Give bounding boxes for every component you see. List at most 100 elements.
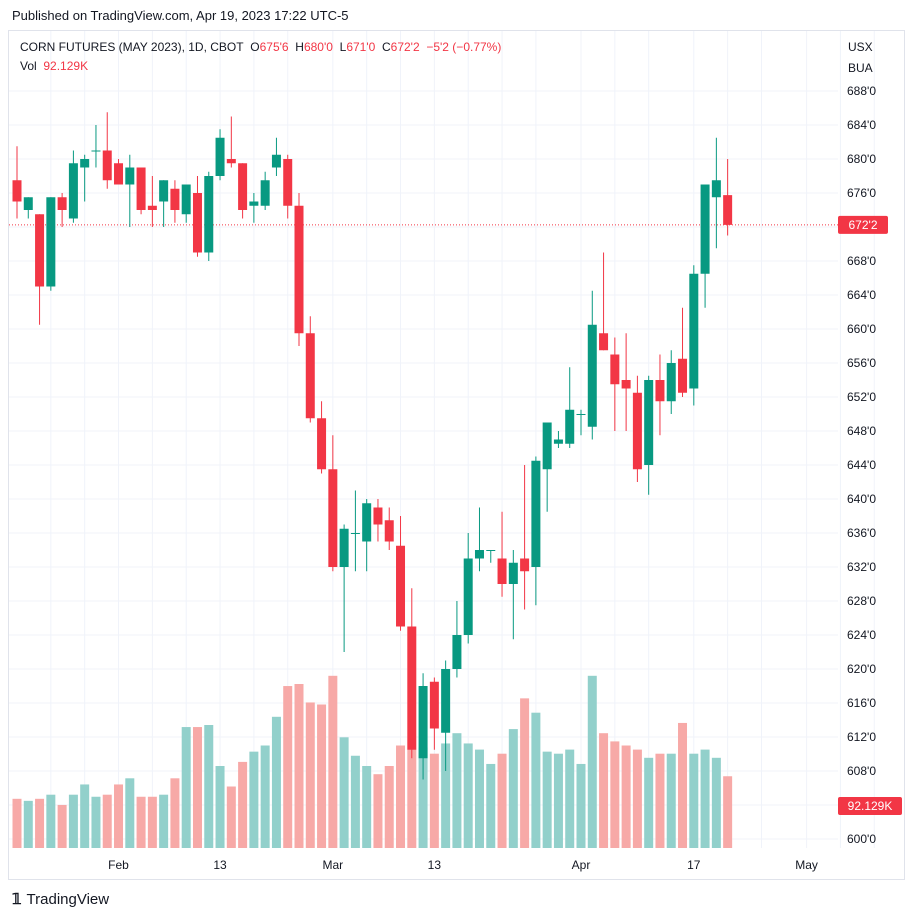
unit-label: BUA — [848, 61, 873, 75]
candle-body — [339, 528, 349, 567]
candle-body — [181, 184, 191, 215]
volume-bar — [80, 784, 90, 848]
price-tick-label: 640'0 — [847, 492, 876, 506]
volume-bar — [497, 753, 507, 848]
candle-body — [666, 363, 676, 402]
volume-bar — [271, 716, 281, 848]
candle-body — [700, 184, 710, 274]
candle-body — [271, 154, 281, 168]
price-tick-label: 668'0 — [847, 254, 876, 268]
price-tick-label: 644'0 — [847, 458, 876, 472]
last-price-tag — [838, 215, 888, 234]
legend-low-label: L — [339, 40, 347, 54]
volume-bar — [114, 784, 124, 848]
volume-bar — [520, 698, 530, 848]
candle-body — [396, 545, 406, 627]
candle-body — [91, 150, 101, 152]
price-tick-label: 688'0 — [847, 84, 876, 98]
candle-body — [644, 380, 654, 465]
candle-body — [565, 409, 575, 444]
candle-body — [599, 333, 609, 351]
volume-bar — [621, 745, 631, 848]
candle-body — [441, 669, 451, 733]
volume-bar — [238, 761, 248, 848]
volume-bar — [204, 725, 214, 848]
time-tick-label: May — [795, 858, 818, 872]
price-tick-label: 624'0 — [847, 628, 876, 642]
price-tick-label: 636'0 — [847, 526, 876, 540]
volume-bar — [373, 774, 383, 848]
volume-bar — [632, 749, 642, 848]
candle-body — [102, 150, 112, 181]
volume-bar — [192, 727, 202, 848]
volume-bar — [91, 796, 101, 848]
candle-body — [170, 188, 180, 210]
volume-bar — [350, 755, 360, 848]
candle-body — [125, 167, 135, 185]
volume-bar — [294, 684, 304, 848]
currency-label: USX — [848, 40, 873, 54]
legend-high-label: H — [295, 40, 304, 54]
candle-body — [362, 503, 372, 542]
legend-close-value: 672'2 — [390, 40, 420, 54]
candle-body — [407, 626, 417, 750]
candle-body — [621, 380, 631, 389]
candle-body — [531, 460, 541, 567]
price-tick-label: 616'0 — [847, 696, 876, 710]
volume-bar — [283, 686, 293, 848]
volume-bar — [226, 786, 236, 848]
volume-bar — [610, 741, 620, 848]
candle-body — [23, 197, 33, 210]
price-tick-label: 664'0 — [847, 288, 876, 302]
candle-body — [497, 558, 507, 584]
volume-bar — [215, 766, 225, 848]
candle-body — [159, 180, 169, 202]
volume-bar — [429, 753, 439, 848]
price-tick-label: 648'0 — [847, 424, 876, 438]
volume-bar — [339, 737, 349, 848]
volume-bar — [452, 733, 462, 848]
volume-bar — [486, 763, 496, 848]
volume-bar — [474, 749, 484, 848]
price-tick-label: 608'0 — [847, 764, 876, 778]
volume-bar — [396, 745, 406, 848]
volume-bar — [384, 766, 394, 848]
candle-body — [553, 439, 563, 444]
candle-body — [204, 176, 214, 253]
candle-body — [474, 550, 484, 559]
candle-body — [678, 358, 688, 393]
candle-body — [576, 414, 586, 415]
volume-bar — [23, 800, 33, 848]
volume-bar — [655, 753, 665, 848]
volume-bar — [159, 794, 169, 848]
volume-bar — [531, 712, 541, 848]
candle-body — [283, 159, 293, 206]
candle-body — [508, 562, 518, 584]
price-tick-label: 632'0 — [847, 560, 876, 574]
volume-bar — [418, 747, 428, 848]
volume-bar — [599, 733, 609, 848]
legend-ohlc: CORN FUTURES (MAY 2023), 1D, CBOT O675'6… — [20, 40, 501, 54]
volume-bar — [441, 743, 451, 848]
legend-open-value: 675'6 — [259, 40, 289, 54]
price-tick-label: 628'0 — [847, 594, 876, 608]
volume-bar — [576, 763, 586, 848]
volume-bar — [328, 675, 338, 848]
legend-change: −5'2 (−0.77%) — [426, 40, 502, 54]
candle-body — [655, 380, 665, 402]
price-tick-label: 652'0 — [847, 390, 876, 404]
volume-bar — [125, 778, 135, 848]
candle-body — [711, 180, 721, 198]
candle-body — [12, 180, 22, 202]
tradingview-logo-icon: 𝟙 — [12, 891, 21, 908]
chart-frame — [8, 30, 905, 880]
candle-body — [226, 159, 236, 164]
candle-body — [542, 422, 552, 470]
last-price-tag-label: 672'2 — [849, 218, 878, 232]
candle-body — [418, 686, 428, 759]
volume-tag-label: 92.129K — [848, 799, 893, 813]
candle-body — [80, 159, 90, 168]
volume-bar — [407, 749, 417, 848]
legend-vol-label: Vol — [20, 59, 37, 73]
